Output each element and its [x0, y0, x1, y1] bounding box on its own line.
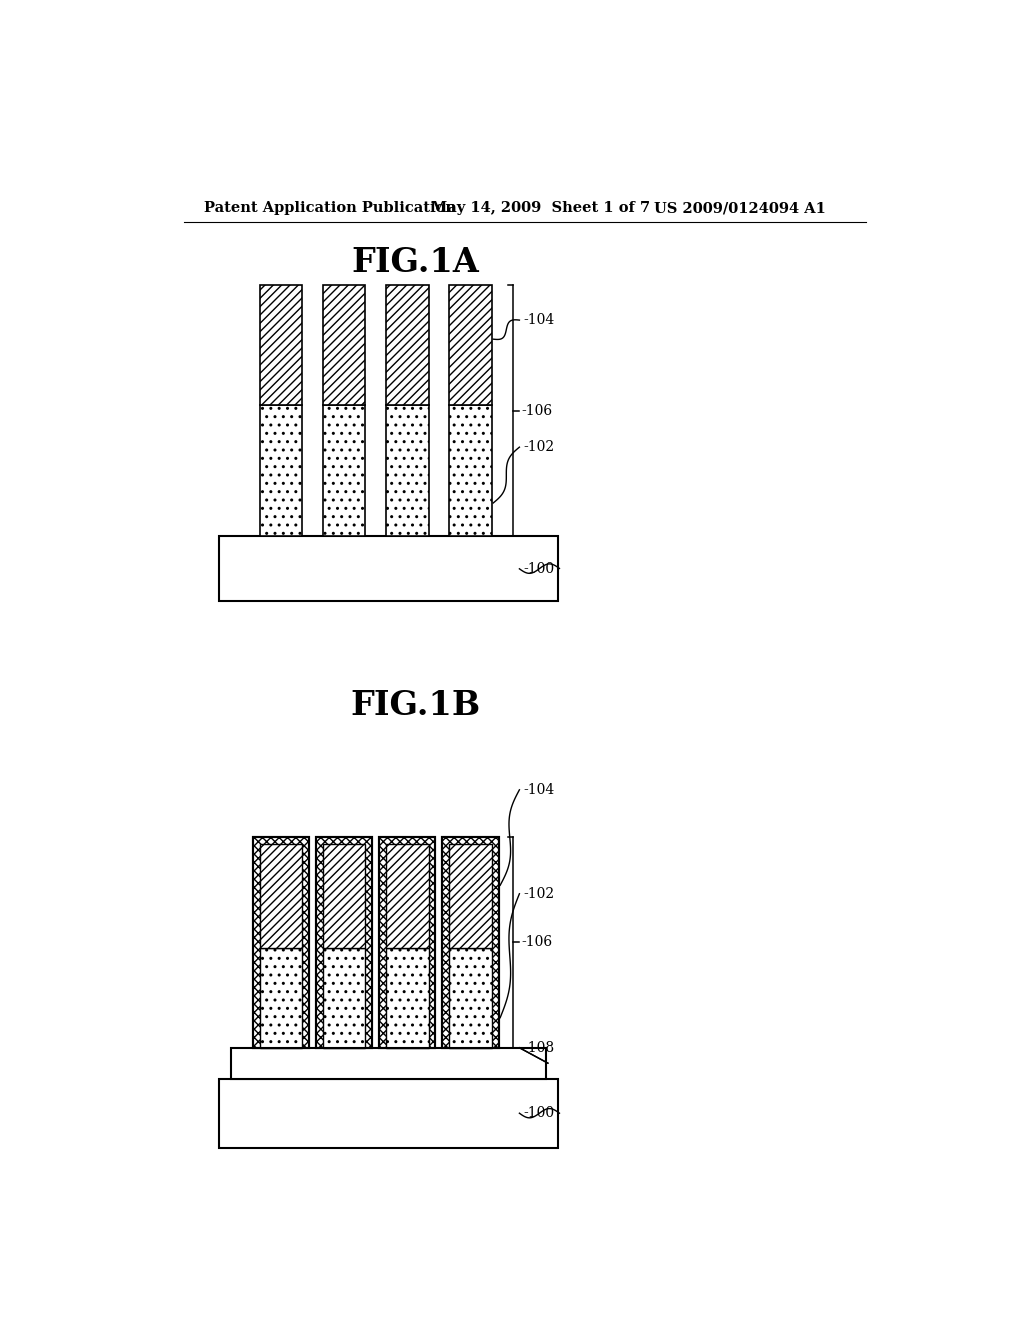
- Bar: [386, 405, 429, 536]
- Text: -106: -106: [521, 404, 552, 417]
- Bar: [253, 837, 309, 1048]
- Bar: [450, 843, 492, 1048]
- Bar: [386, 843, 429, 1048]
- Bar: [323, 843, 366, 1048]
- Bar: [260, 405, 302, 536]
- Bar: [323, 948, 366, 1048]
- Bar: [442, 837, 499, 1048]
- Bar: [442, 837, 499, 1048]
- Bar: [450, 285, 492, 405]
- Bar: [316, 837, 373, 1048]
- Bar: [219, 1078, 558, 1148]
- Text: -100: -100: [523, 562, 554, 576]
- Bar: [260, 843, 302, 1048]
- Bar: [379, 837, 435, 1048]
- Text: US 2009/0124094 A1: US 2009/0124094 A1: [654, 202, 826, 215]
- Bar: [316, 837, 373, 1048]
- Text: -108: -108: [523, 1040, 554, 1055]
- Bar: [379, 837, 435, 1048]
- Bar: [260, 948, 302, 1048]
- Bar: [260, 843, 302, 1048]
- Bar: [323, 285, 366, 405]
- Text: FIG.1A: FIG.1A: [351, 246, 479, 279]
- Text: -106: -106: [521, 936, 552, 949]
- Bar: [219, 536, 558, 601]
- Bar: [253, 837, 309, 1048]
- Text: Patent Application Publication: Patent Application Publication: [204, 202, 456, 215]
- Text: -102: -102: [523, 440, 554, 454]
- Bar: [323, 843, 366, 1048]
- Bar: [450, 405, 492, 536]
- Bar: [450, 843, 492, 1048]
- Bar: [442, 837, 499, 1048]
- Bar: [450, 843, 492, 948]
- Text: -104: -104: [523, 313, 555, 327]
- Text: May 14, 2009  Sheet 1 of 7: May 14, 2009 Sheet 1 of 7: [431, 202, 650, 215]
- Text: -102: -102: [523, 887, 554, 900]
- Bar: [450, 948, 492, 1048]
- Bar: [386, 843, 429, 1048]
- Bar: [253, 837, 309, 1048]
- Bar: [379, 837, 435, 1048]
- Bar: [316, 837, 373, 1048]
- Text: FIG.1B: FIG.1B: [350, 689, 480, 722]
- Bar: [230, 1048, 547, 1078]
- Bar: [260, 285, 302, 405]
- Bar: [386, 843, 429, 948]
- Bar: [386, 948, 429, 1048]
- Bar: [323, 843, 366, 948]
- Bar: [260, 843, 302, 948]
- Text: -100: -100: [523, 1106, 554, 1121]
- Text: -104: -104: [523, 783, 555, 797]
- Bar: [386, 285, 429, 405]
- Bar: [323, 405, 366, 536]
